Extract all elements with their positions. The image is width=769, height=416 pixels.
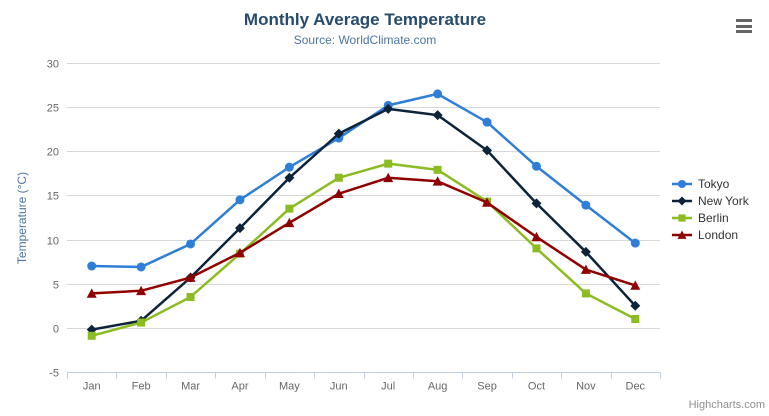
data-point-new-york-may[interactable] bbox=[284, 172, 295, 183]
legend-item-london[interactable]: London bbox=[671, 226, 749, 243]
chart-subtitle: Source: WorldClimate.com bbox=[293, 33, 437, 47]
x-axis-tick-label: Jul bbox=[381, 381, 395, 393]
legend-label: Berlin bbox=[698, 210, 729, 225]
x-axis-tick-label: Jun bbox=[330, 381, 348, 393]
data-point-tokyo-nov[interactable] bbox=[581, 200, 591, 210]
data-point-new-york-aug[interactable] bbox=[432, 110, 443, 121]
y-axis-tick-label: 0 bbox=[53, 324, 59, 336]
x-axis-tick-label: May bbox=[279, 381, 300, 393]
diamond-marker-icon bbox=[672, 196, 692, 205]
data-point-london-aug[interactable] bbox=[432, 176, 443, 186]
y-axis-tick-label: 5 bbox=[53, 280, 59, 292]
credits-link[interactable]: Highcharts.com bbox=[688, 399, 765, 411]
data-point-tokyo-oct[interactable] bbox=[531, 161, 541, 171]
y-axis-title: Temperature (°C) bbox=[15, 171, 29, 265]
data-point-tokyo-aug[interactable] bbox=[433, 89, 443, 99]
data-point-london-may[interactable] bbox=[284, 217, 295, 228]
legend-label: London bbox=[698, 227, 739, 242]
x-axis-tick-label: Apr bbox=[231, 381, 248, 393]
data-point-new-york-nov[interactable] bbox=[580, 246, 591, 257]
circle-marker-icon bbox=[672, 179, 692, 188]
data-point-london-jun[interactable] bbox=[333, 188, 344, 198]
data-point-london-nov[interactable] bbox=[580, 264, 591, 274]
y-axis-tick-label: 10 bbox=[47, 236, 59, 248]
data-point-berlin-may[interactable] bbox=[285, 204, 294, 213]
series-line-london[interactable] bbox=[90, 176, 637, 295]
data-point-london-dec[interactable] bbox=[630, 280, 641, 290]
data-point-new-york-dec[interactable] bbox=[630, 300, 641, 311]
data-point-berlin-jun[interactable] bbox=[334, 173, 343, 182]
hamburger-icon bbox=[736, 19, 752, 22]
data-point-new-york-sep[interactable] bbox=[482, 145, 493, 156]
data-point-tokyo-may[interactable] bbox=[284, 162, 294, 172]
data-point-tokyo-jan[interactable] bbox=[87, 261, 97, 271]
triangle-marker-icon bbox=[672, 230, 692, 239]
data-point-london-feb[interactable] bbox=[136, 285, 147, 296]
square-marker-icon bbox=[672, 213, 692, 222]
data-point-london-apr[interactable] bbox=[234, 247, 245, 258]
y-axis-tick-label: 15 bbox=[47, 191, 59, 203]
data-point-tokyo-sep[interactable] bbox=[482, 117, 492, 127]
series-line-berlin[interactable] bbox=[90, 162, 637, 338]
data-point-new-york-jul[interactable] bbox=[383, 103, 394, 114]
y-axis-tick-label: 20 bbox=[47, 147, 59, 159]
data-point-berlin-jul[interactable] bbox=[384, 159, 393, 168]
data-point-berlin-aug[interactable] bbox=[433, 165, 442, 174]
x-axis-tick-label: Aug bbox=[428, 381, 448, 393]
series-line-new-york[interactable] bbox=[90, 107, 637, 331]
legend-label: Tokyo bbox=[698, 176, 730, 191]
x-axis-tick-label: Sep bbox=[477, 381, 497, 393]
data-point-berlin-mar[interactable] bbox=[186, 292, 195, 301]
data-point-berlin-nov[interactable] bbox=[581, 289, 590, 298]
data-point-tokyo-dec[interactable] bbox=[630, 238, 640, 248]
data-point-london-sep[interactable] bbox=[482, 197, 493, 207]
data-point-london-oct[interactable] bbox=[531, 231, 542, 242]
x-axis-tick-label: Jan bbox=[83, 381, 101, 393]
data-point-tokyo-apr[interactable] bbox=[235, 195, 245, 205]
data-point-tokyo-feb[interactable] bbox=[136, 262, 146, 272]
data-point-berlin-dec[interactable] bbox=[631, 315, 640, 324]
legend-item-berlin[interactable]: Berlin bbox=[671, 209, 749, 226]
x-axis-tick-label: Mar bbox=[181, 381, 200, 393]
legend-item-tokyo[interactable]: Tokyo bbox=[671, 175, 749, 192]
y-axis-tick-label: 30 bbox=[47, 59, 59, 71]
hamburger-icon bbox=[736, 24, 752, 28]
x-axis-tick-label: Nov bbox=[576, 381, 596, 393]
chart-title: Monthly Average Temperature bbox=[243, 10, 487, 29]
data-point-new-york-jun[interactable] bbox=[333, 128, 344, 139]
data-point-london-mar[interactable] bbox=[185, 272, 196, 282]
x-axis-tick-label: Feb bbox=[132, 381, 151, 393]
x-axis-tick-label: Oct bbox=[528, 381, 545, 393]
legend-label: New York bbox=[698, 193, 749, 208]
hamburger-icon bbox=[736, 30, 752, 33]
data-point-london-jul[interactable] bbox=[383, 172, 394, 183]
x-axis-tick-label: Dec bbox=[626, 381, 646, 393]
data-point-berlin-jan[interactable] bbox=[87, 331, 96, 340]
data-point-new-york-oct[interactable] bbox=[531, 198, 542, 209]
data-point-london-jan[interactable] bbox=[86, 288, 97, 298]
export-menu-button[interactable] bbox=[736, 19, 752, 33]
legend-item-new-york[interactable]: New York bbox=[671, 192, 749, 209]
legend: Tokyo New York Berlin London bbox=[671, 175, 749, 243]
data-point-tokyo-mar[interactable] bbox=[186, 239, 196, 249]
data-point-new-york-apr[interactable] bbox=[234, 223, 245, 234]
data-point-berlin-feb[interactable] bbox=[137, 318, 146, 327]
data-point-berlin-oct[interactable] bbox=[532, 244, 541, 253]
y-axis-tick-label: 25 bbox=[47, 103, 59, 115]
y-axis-tick-label: -5 bbox=[49, 368, 59, 380]
